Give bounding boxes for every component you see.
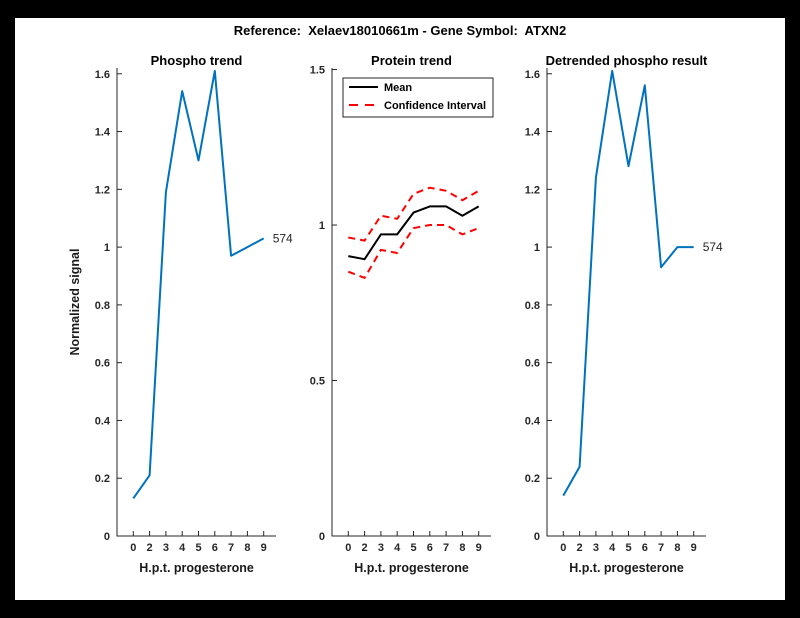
x-axis-label: H.p.t. progesterone [139, 561, 254, 575]
y-tick-label: 0 [104, 531, 110, 543]
y-tick-label: 1.6 [525, 69, 540, 81]
y-tick-label: 1 [534, 242, 540, 254]
y-tick-label: 0.4 [95, 415, 111, 427]
y-tick-label: 1 [319, 220, 325, 232]
y-tick-label: 1.5 [310, 65, 325, 77]
y-tick-label: 0.8 [525, 300, 540, 312]
legend-label: Mean [384, 82, 412, 94]
x-tick-label: 9 [476, 542, 482, 554]
confidence-interval-lower-line [347, 224, 480, 279]
x-tick-label: 2 [362, 542, 368, 554]
y-tick-label: 1 [104, 242, 110, 254]
axes-lines [546, 68, 706, 537]
x-tick-label: 0 [130, 542, 136, 554]
x-tick-label: 0 [345, 542, 351, 554]
panel-title: Protein trend [371, 53, 452, 68]
y-tick-label: 0.8 [95, 300, 110, 312]
x-tick-label: 6 [642, 542, 648, 554]
y-axis-label: Normalized signal [68, 249, 82, 356]
axes-lines [116, 68, 276, 537]
series-end-label: 574 [703, 240, 723, 254]
x-tick-label: 5 [195, 542, 201, 554]
y-tick-label: 0.2 [95, 473, 110, 485]
x-tick-label: 7 [658, 542, 664, 554]
detrended-phospho-line [562, 69, 694, 497]
figure-title: Reference: Xelaev18010661m - Gene Symbol… [233, 23, 567, 38]
x-tick-label: 8 [244, 542, 250, 554]
x-tick-label: 9 [691, 542, 697, 554]
x-tick-label: 8 [459, 542, 465, 554]
y-tick-label: 1.2 [95, 184, 110, 196]
y-tick-label: 0 [319, 531, 325, 543]
mean-line [348, 205, 480, 261]
x-tick-label: 3 [593, 542, 599, 554]
x-axis-label: H.p.t. progesterone [354, 561, 469, 575]
figure-canvas: Reference: Xelaev18010661m - Gene Symbol… [15, 18, 785, 600]
panel-title: Detrended phospho result [546, 53, 708, 68]
y-tick-label: 0.5 [310, 376, 325, 388]
x-tick-label: 2 [147, 542, 153, 554]
x-tick-label: 3 [378, 542, 384, 554]
x-tick-label: 6 [212, 542, 218, 554]
legend-label: Confidence Interval [384, 100, 486, 112]
x-tick-label: 6 [427, 542, 433, 554]
panel-detrended-phospho-result: 00.20.40.60.811.21.41.60 2 3 4 5 6 7 8 9574Detre… [525, 53, 723, 575]
x-tick-label: 3 [163, 542, 169, 554]
y-tick-label: 1.4 [95, 127, 111, 139]
legend-box [342, 77, 494, 118]
y-tick-label: 1.4 [525, 127, 541, 139]
x-tick-label: 8 [674, 542, 680, 554]
x-tick-label: 4 [609, 542, 616, 554]
panel-title: Phospho trend [151, 53, 243, 68]
x-tick-label: 4 [179, 542, 186, 554]
y-tick-label: 0.4 [525, 415, 541, 427]
x-axis-label: H.p.t. progesterone [569, 561, 684, 575]
x-tick-label: 9 [261, 542, 267, 554]
x-tick-label: 5 [410, 542, 416, 554]
x-tick-label: 0 [560, 542, 566, 554]
x-tick-label: 7 [443, 542, 449, 554]
axes-lines [331, 68, 491, 537]
x-tick-label: 5 [625, 542, 631, 554]
legend: Mean Confidence Interval [342, 77, 494, 118]
y-tick-label: 0.6 [95, 358, 110, 370]
y-tick-label: 1.2 [525, 184, 540, 196]
series-end-label: 574 [273, 231, 293, 245]
panel-phospho-trend: 00.20.40.60.811.21.41.60 2 3 4 5 6 7 8 9574Phosp… [68, 53, 293, 575]
y-tick-label: 0 [534, 531, 540, 543]
y-tick-label: 1.6 [95, 69, 110, 81]
subplots-svg: 00.20.40.60.811.21.41.60 2 3 4 5 6 7 8 9574Phosp… [68, 53, 723, 575]
confidence-interval-upper-line [348, 186, 480, 242]
y-tick-label: 0.2 [525, 473, 540, 485]
x-tick-label: 7 [228, 542, 234, 554]
y-tick-label: 0.6 [525, 358, 540, 370]
phospho-trend-line [132, 69, 265, 499]
x-tick-label: 4 [394, 542, 401, 554]
x-tick-label: 2 [577, 542, 583, 554]
